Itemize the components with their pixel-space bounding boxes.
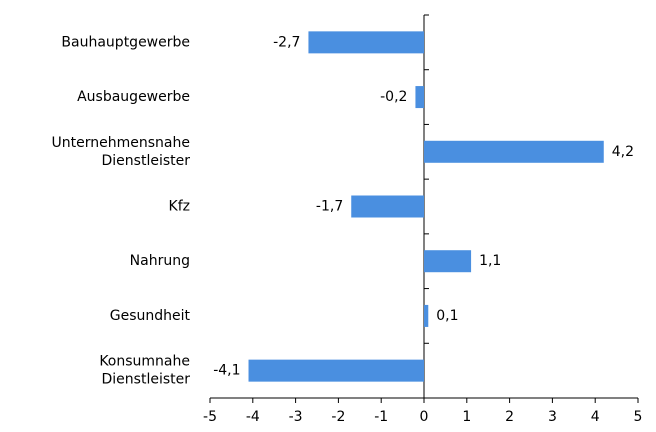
- category-label: Bauhauptgewerbe: [61, 34, 190, 50]
- x-tick-label: 2: [505, 409, 514, 425]
- x-tick-label: 0: [420, 409, 429, 425]
- bar: [351, 195, 424, 218]
- category-label: Konsumnahe Dienstleister: [99, 354, 190, 388]
- x-tick-label: 5: [634, 409, 643, 425]
- category-label: Kfz: [169, 199, 190, 215]
- x-tick-label: -3: [289, 409, 303, 425]
- value-label: 4,2: [612, 144, 634, 160]
- x-tick-label: 4: [591, 409, 600, 425]
- value-label: 1,1: [479, 253, 501, 269]
- category-label: Nahrung: [130, 253, 190, 269]
- value-label: -2,7: [273, 34, 300, 50]
- category-label: Ausbaugewerbe: [77, 89, 190, 105]
- x-tick-label: 1: [462, 409, 471, 425]
- x-tick-label: -2: [331, 409, 345, 425]
- x-tick-label: 3: [548, 409, 557, 425]
- bar: [424, 140, 604, 163]
- bar: [424, 250, 472, 273]
- bar: [424, 304, 429, 327]
- x-tick-label: -1: [374, 409, 388, 425]
- bar: [308, 31, 424, 54]
- category-label: Unternehmensnahe Dienstleister: [52, 135, 191, 169]
- bar: [415, 86, 424, 109]
- x-tick-label: -5: [203, 409, 217, 425]
- bar: [248, 359, 424, 382]
- value-label: -0,2: [380, 89, 407, 105]
- value-label: 0,1: [436, 308, 458, 324]
- value-label: -1,7: [316, 199, 343, 215]
- value-label: -4,1: [213, 363, 240, 379]
- x-tick-label: -4: [246, 409, 260, 425]
- category-label: Gesundheit: [110, 308, 191, 324]
